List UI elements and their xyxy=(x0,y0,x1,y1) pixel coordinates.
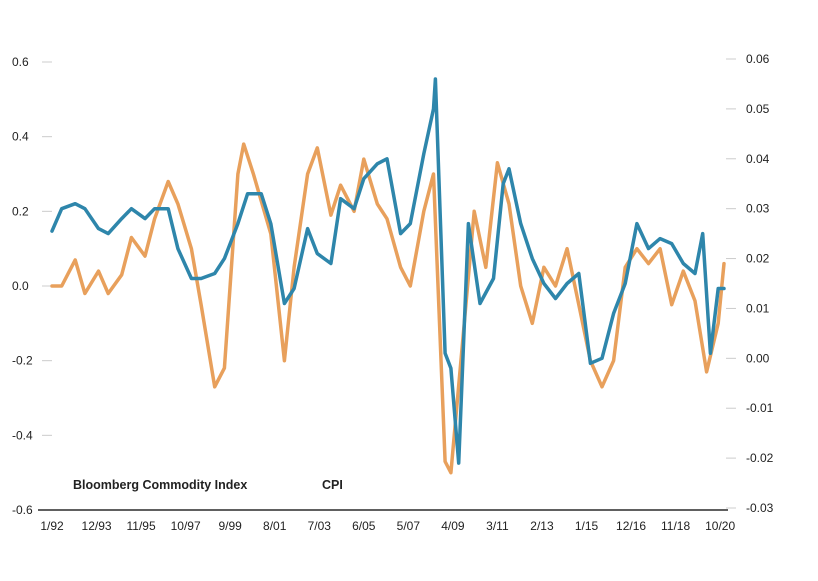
y-left-tick-label: -0.2 xyxy=(12,354,33,368)
legend-cpi-label: CPI xyxy=(322,478,343,492)
y-left-tick-label: 0.0 xyxy=(12,279,29,293)
y-left-tick-label: -0.4 xyxy=(12,428,33,442)
x-tick-label: 10/97 xyxy=(171,519,201,533)
y-right-tick-label: 0.02 xyxy=(746,252,770,266)
x-tick-label: 1/92 xyxy=(40,519,64,533)
x-tick-label: 11/95 xyxy=(127,519,156,533)
y-right-tick-label: -0.02 xyxy=(746,451,774,465)
x-tick-label: 4/09 xyxy=(441,519,465,533)
y-right-tick-label: -0.01 xyxy=(746,401,774,415)
x-tick-label: 3/11 xyxy=(486,519,509,533)
y-right-tick-label: 0.05 xyxy=(746,102,770,116)
x-tick-label: 6/05 xyxy=(352,519,376,533)
y-right-tick-label: -0.03 xyxy=(746,501,774,515)
y-right-tick-label: 0.04 xyxy=(746,152,770,166)
cpi-line xyxy=(50,77,726,465)
x-tick-label: 7/03 xyxy=(308,519,332,533)
y-right-tick-label: 0.06 xyxy=(746,52,770,66)
y-right-tick-label: 0.00 xyxy=(746,351,770,365)
y-left-tick-label: -0.6 xyxy=(12,503,33,517)
y-left-tick-label: 0.4 xyxy=(12,130,29,144)
y-right-tick-label: 0.01 xyxy=(746,301,770,315)
x-tick-label: 2/13 xyxy=(530,519,554,533)
y-left-tick-label: 0.6 xyxy=(12,55,29,69)
y-left-tick-label: 0.2 xyxy=(12,204,29,218)
x-tick-label: 11/18 xyxy=(661,519,690,533)
x-tick-label: 8/01 xyxy=(263,519,287,533)
legend-commodity-label: Bloomberg Commodity Index xyxy=(73,478,247,492)
x-tick-label: 10/20 xyxy=(705,519,735,533)
x-tick-label: 12/93 xyxy=(82,519,112,533)
y-right-tick-label: 0.03 xyxy=(746,202,770,216)
x-tick-label: 12/16 xyxy=(616,519,646,533)
x-tick-label: 1/15 xyxy=(575,519,599,533)
x-tick-label: 9/99 xyxy=(218,519,242,533)
x-tick-label: 5/07 xyxy=(397,519,421,533)
commodity-index-line xyxy=(50,142,726,475)
